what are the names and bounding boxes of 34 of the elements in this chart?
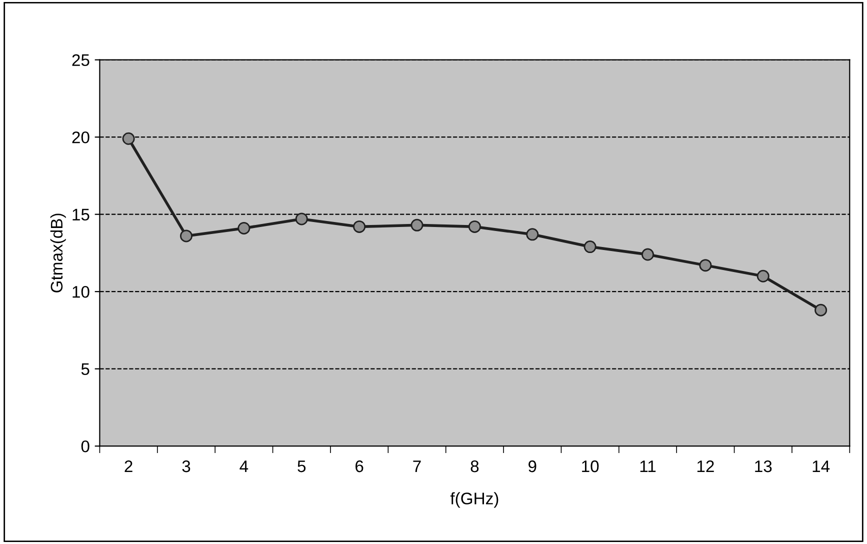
- point: [353, 220, 366, 233]
- x-tick-label: 10: [582, 460, 599, 472]
- x-tick-label: 5: [298, 460, 306, 472]
- x-tick-label: 4: [240, 460, 248, 472]
- y-axis-title: Gtmax(dB): [50, 214, 66, 292]
- point: [180, 230, 192, 242]
- point: [238, 222, 250, 234]
- x-tick-label: 7: [413, 460, 421, 472]
- y-tick-label: 15: [72, 208, 90, 221]
- point: [526, 228, 539, 241]
- point: [584, 240, 596, 254]
- x-tick-label: 3: [182, 460, 190, 472]
- point: [410, 218, 424, 232]
- y-tick-label: 10: [72, 286, 90, 298]
- y-tick-label: 0: [81, 440, 90, 452]
- x-tick-label: 13: [755, 460, 772, 472]
- x-tick-label: 8: [470, 460, 479, 472]
- x-tick-label: 14: [812, 460, 830, 472]
- point: [699, 259, 712, 272]
- x-tick-label: 6: [356, 460, 364, 472]
- point: [814, 304, 828, 316]
- x-tick-label: 12: [697, 460, 714, 472]
- point: [468, 220, 481, 233]
- y-tick-label: 25: [72, 54, 90, 66]
- point: [122, 132, 135, 145]
- x-tick-label: 11: [640, 460, 656, 472]
- point: [642, 248, 654, 261]
- point: [295, 212, 308, 226]
- y-tick-label: 20: [72, 131, 90, 144]
- x-axis-title: f(GHz): [450, 492, 498, 508]
- x-tick-label: 9: [528, 460, 536, 472]
- x-tick-label: 2: [124, 460, 132, 472]
- point: [756, 270, 770, 282]
- y-tick-label: 5: [81, 363, 90, 376]
